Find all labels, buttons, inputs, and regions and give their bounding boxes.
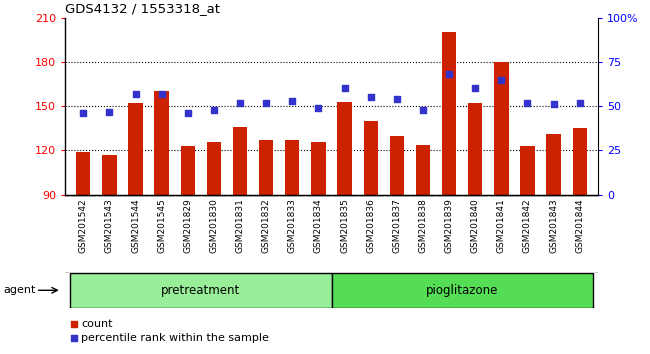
Bar [416, 144, 430, 195]
Point [339, 86, 350, 91]
Point [470, 86, 480, 91]
Text: GSM201542: GSM201542 [79, 199, 88, 253]
Text: GSM201830: GSM201830 [209, 199, 218, 253]
Point [575, 100, 585, 105]
Point [104, 109, 114, 114]
Point [418, 107, 428, 113]
Bar [573, 128, 587, 195]
Bar [128, 103, 143, 195]
Bar [233, 127, 247, 195]
Text: percentile rank within the sample: percentile rank within the sample [81, 333, 269, 343]
Point [261, 100, 272, 105]
Point [209, 107, 219, 113]
Bar [181, 146, 195, 195]
Text: GSM201835: GSM201835 [340, 199, 349, 253]
Point [183, 110, 193, 116]
Text: GSM201833: GSM201833 [288, 199, 297, 253]
Point [549, 102, 559, 107]
Text: GSM201829: GSM201829 [183, 199, 192, 253]
Text: GSM201843: GSM201843 [549, 199, 558, 253]
Bar [520, 146, 535, 195]
Point [78, 110, 88, 116]
Point [69, 321, 79, 326]
Point [365, 95, 376, 100]
Bar [363, 121, 378, 195]
Point [69, 335, 79, 341]
Text: GSM201838: GSM201838 [419, 199, 428, 253]
Text: GSM201834: GSM201834 [314, 199, 323, 253]
Text: GSM201544: GSM201544 [131, 199, 140, 253]
Bar [102, 155, 116, 195]
Bar [494, 62, 508, 195]
Text: GSM201832: GSM201832 [262, 199, 270, 253]
Bar [207, 142, 221, 195]
Bar [332, 273, 593, 308]
Text: GDS4132 / 1553318_at: GDS4132 / 1553318_at [65, 2, 220, 15]
Point [287, 98, 298, 104]
Text: GSM201836: GSM201836 [366, 199, 375, 253]
Point [131, 91, 141, 97]
Point [444, 72, 454, 77]
Bar [311, 142, 326, 195]
Text: pretreatment: pretreatment [161, 284, 240, 297]
Bar [468, 103, 482, 195]
Point [496, 77, 506, 82]
Point [522, 100, 532, 105]
Text: pioglitazone: pioglitazone [426, 284, 499, 297]
Text: GSM201842: GSM201842 [523, 199, 532, 253]
Bar [389, 136, 404, 195]
Text: GSM201543: GSM201543 [105, 199, 114, 253]
Bar [76, 152, 90, 195]
Bar [70, 273, 332, 308]
Bar [337, 102, 352, 195]
Text: GSM201545: GSM201545 [157, 199, 166, 253]
Text: GSM201831: GSM201831 [235, 199, 244, 253]
Point [157, 91, 167, 97]
Bar [155, 91, 169, 195]
Bar [259, 140, 274, 195]
Bar [442, 33, 456, 195]
Text: GSM201839: GSM201839 [445, 199, 454, 253]
Text: GSM201840: GSM201840 [471, 199, 480, 253]
Bar [285, 140, 300, 195]
Text: GSM201837: GSM201837 [393, 199, 401, 253]
Text: agent: agent [3, 285, 36, 295]
Text: GSM201841: GSM201841 [497, 199, 506, 253]
Bar [547, 134, 561, 195]
Text: GSM201844: GSM201844 [575, 199, 584, 253]
Point [235, 100, 245, 105]
Point [391, 96, 402, 102]
Point [313, 105, 324, 111]
Text: count: count [81, 319, 112, 329]
